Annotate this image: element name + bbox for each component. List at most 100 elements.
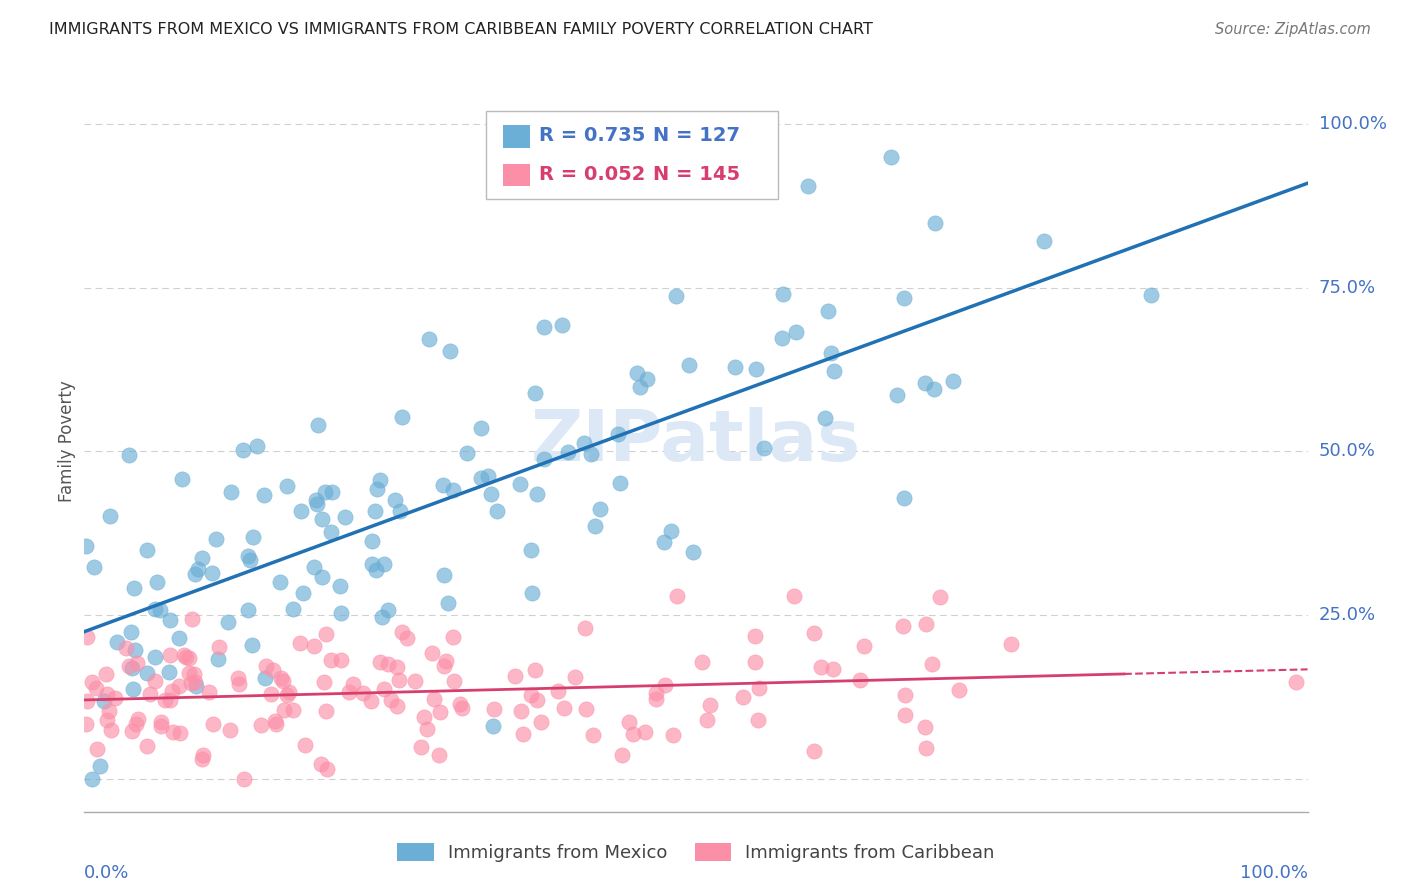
Point xyxy=(201,566,224,581)
Point xyxy=(443,673,465,688)
Point xyxy=(579,447,602,461)
Point xyxy=(181,612,204,626)
Point xyxy=(122,681,145,696)
Point xyxy=(366,483,388,497)
Point xyxy=(271,674,294,689)
Point xyxy=(254,672,277,686)
Point xyxy=(645,691,668,706)
Point xyxy=(893,491,915,505)
Point xyxy=(612,748,634,763)
Point xyxy=(260,687,283,701)
Point xyxy=(198,685,221,699)
Point xyxy=(217,615,239,629)
Point xyxy=(311,569,333,583)
Point xyxy=(150,718,173,732)
Point xyxy=(915,617,938,632)
Point xyxy=(207,651,229,665)
Point xyxy=(662,728,685,742)
Point xyxy=(276,688,298,702)
Point xyxy=(520,586,543,600)
Text: R = 0.735: R = 0.735 xyxy=(540,127,645,145)
Point xyxy=(100,723,122,737)
Point xyxy=(174,649,197,664)
Point xyxy=(482,718,505,732)
Point xyxy=(337,685,360,699)
Point xyxy=(441,630,464,644)
Point xyxy=(139,687,162,701)
Point xyxy=(105,635,128,649)
Point xyxy=(361,533,384,548)
Point xyxy=(418,332,440,346)
Point xyxy=(449,698,471,712)
Point xyxy=(575,702,598,716)
Point xyxy=(928,591,950,605)
Point xyxy=(754,442,776,456)
Point xyxy=(803,744,825,758)
Point xyxy=(127,656,149,670)
Point xyxy=(1000,637,1022,651)
Point xyxy=(155,693,177,707)
Point xyxy=(124,717,146,731)
Point xyxy=(83,560,105,574)
Point xyxy=(304,640,326,654)
Point xyxy=(387,698,409,713)
Point xyxy=(891,619,914,633)
Point xyxy=(745,362,768,376)
Point xyxy=(121,724,143,739)
Point xyxy=(305,497,328,511)
Point xyxy=(645,686,668,700)
Point xyxy=(441,483,464,497)
Point xyxy=(304,560,326,574)
Point xyxy=(231,442,253,457)
Point xyxy=(136,666,159,681)
Point xyxy=(803,625,825,640)
Point xyxy=(434,654,457,668)
Point xyxy=(621,727,644,741)
Point xyxy=(485,503,508,517)
Point xyxy=(699,698,721,712)
Text: R = 0.052: R = 0.052 xyxy=(540,165,645,184)
Point xyxy=(814,411,837,425)
Point xyxy=(121,661,143,675)
Point xyxy=(294,738,316,752)
Point xyxy=(122,581,145,595)
Point xyxy=(309,757,332,772)
Point xyxy=(136,739,159,753)
Point xyxy=(557,444,579,458)
Point xyxy=(201,717,224,731)
Point xyxy=(820,346,842,360)
Point xyxy=(652,534,675,549)
Point xyxy=(772,286,794,301)
Point xyxy=(503,669,526,683)
Point xyxy=(942,374,965,388)
Point xyxy=(314,485,336,500)
Point xyxy=(191,748,214,763)
Point xyxy=(682,545,704,559)
Point xyxy=(1284,675,1306,690)
Point xyxy=(665,289,688,303)
Text: 100.0%: 100.0% xyxy=(1240,863,1308,881)
Text: 0.0%: 0.0% xyxy=(84,863,129,881)
Point xyxy=(100,509,122,524)
Point xyxy=(236,549,259,564)
Point xyxy=(526,692,548,706)
Point xyxy=(659,524,682,539)
Point xyxy=(371,610,394,624)
Point xyxy=(572,435,595,450)
Point xyxy=(127,712,149,726)
Point xyxy=(384,493,406,508)
Point xyxy=(574,621,596,635)
Point xyxy=(553,701,575,715)
Point xyxy=(270,671,292,685)
Point xyxy=(420,646,443,660)
Point xyxy=(307,417,329,432)
Point xyxy=(191,751,214,765)
Point xyxy=(551,318,574,332)
Point xyxy=(509,477,531,491)
Point xyxy=(385,659,408,673)
Point xyxy=(529,714,551,729)
Point xyxy=(319,653,342,667)
Point xyxy=(160,684,183,698)
Point xyxy=(177,651,200,665)
Point xyxy=(311,512,333,526)
